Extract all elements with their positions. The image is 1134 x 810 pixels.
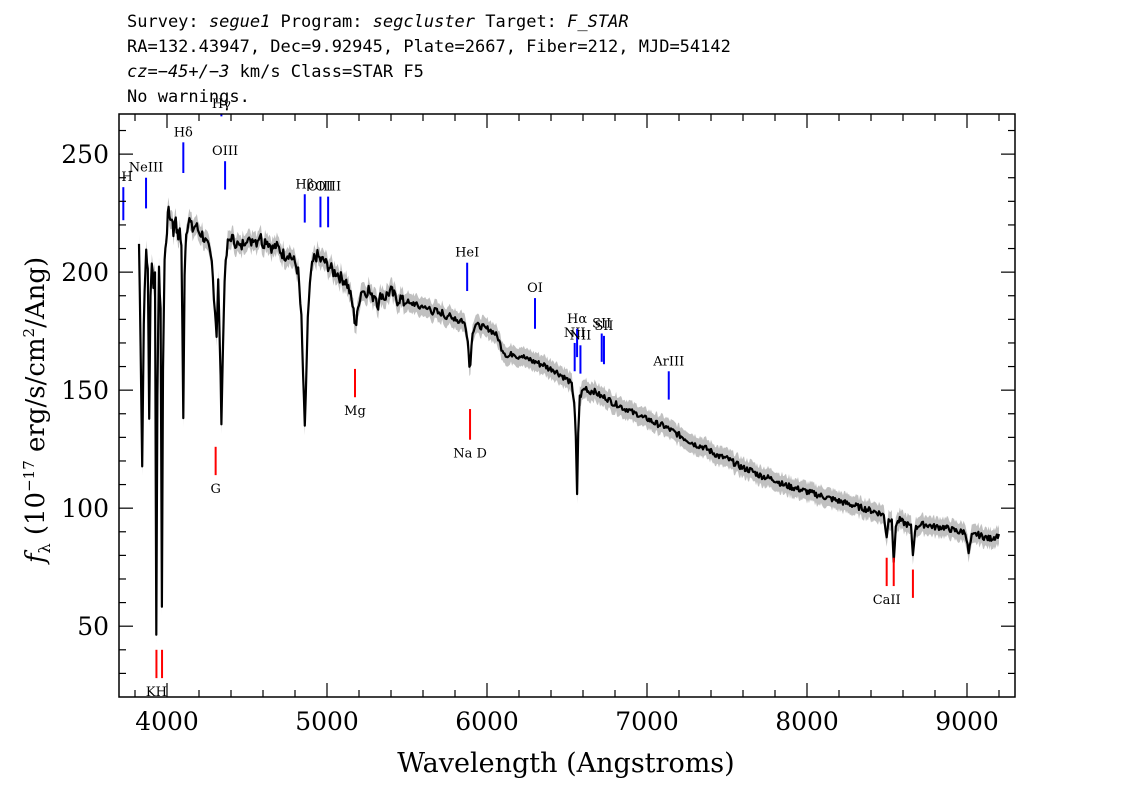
y-tick-label: 200 — [61, 258, 109, 287]
target-value: F_STAR — [567, 12, 629, 32]
x-tick-label: 5000 — [295, 707, 359, 736]
absorption-line-label: Na D — [453, 447, 487, 462]
emission-line-label: SII — [592, 317, 611, 332]
absorption-line-label: Mg — [344, 404, 366, 419]
x-tick-label: 9000 — [935, 707, 999, 736]
x-tick-label: 4000 — [135, 707, 199, 736]
y-tick-label: 50 — [77, 612, 109, 641]
absorption-line-label: G — [210, 482, 220, 497]
x-tick-label: 7000 — [615, 707, 679, 736]
emission-line-label: ArIII — [652, 354, 684, 369]
axis-ticks-layer: 4000 5000 6000 7000 8000 9000 50 100 150 200 250 — [61, 114, 1015, 736]
emission-line-label: NII — [570, 328, 592, 343]
error-band-layer — [139, 197, 999, 645]
header-line-3: cz=−45+/−3 km/s Class=STAR F5 — [127, 62, 424, 82]
y-tick-label: 100 — [61, 494, 109, 523]
absorption-line-label: CaII — [873, 593, 901, 608]
survey-value: segue1 — [208, 12, 271, 32]
cz-value: −45+/−3 — [157, 62, 230, 82]
emission-line-label: NII — [564, 326, 586, 341]
x-tick-label: 6000 — [455, 707, 519, 736]
class-text: km/s Class=STAR F5 — [229, 62, 424, 82]
flux-layer — [137, 205, 1001, 636]
emission-line-label: Hα — [567, 312, 587, 327]
y-tick-label: 250 — [61, 140, 109, 169]
emission-line-label: OI — [527, 281, 543, 296]
y-axis-label: fλ (10−17 erg/s/cm2/Ang) — [20, 257, 54, 565]
line-markers-layer: HNeIIIHδHγOIIIHβOIIIOIIIHeIOINIIHαNIISII… — [121, 97, 914, 700]
survey-label: Survey: — [127, 12, 209, 32]
emission-line-label: OIII — [315, 180, 341, 195]
program-label: Program: — [270, 12, 373, 32]
emission-line-label: Hγ — [212, 97, 231, 112]
emission-line-label: Hδ — [174, 125, 193, 140]
emission-line-label: H — [121, 170, 132, 185]
emission-line-label: OIII — [212, 144, 238, 159]
error-band — [139, 197, 999, 645]
plot-frame — [118, 113, 1016, 698]
emission-line-label: NeIII — [129, 161, 163, 176]
header-line-2: RA=132.43947, Dec=9.92945, Plate=2667, F… — [127, 37, 731, 57]
header-line-4: No warnings. — [127, 87, 250, 107]
x-tick-label: 8000 — [775, 707, 839, 736]
emission-line-label: Hβ — [295, 177, 314, 192]
y-tick-label: 150 — [61, 376, 109, 405]
target-label: Target: — [475, 12, 568, 32]
program-value: segcluster — [372, 12, 476, 32]
x-axis-label: Wavelength (Angstroms) — [397, 748, 734, 779]
emission-line-label: SII — [594, 319, 613, 334]
flux-line — [137, 205, 1001, 636]
header-line-1: Survey: segue1 Program: segcluster Targe… — [127, 12, 629, 32]
cz-label: cz= — [127, 62, 158, 82]
emission-line-label: OIII — [307, 180, 333, 195]
emission-line-label: HeI — [455, 246, 479, 261]
absorption-line-label: KH — [146, 685, 167, 700]
